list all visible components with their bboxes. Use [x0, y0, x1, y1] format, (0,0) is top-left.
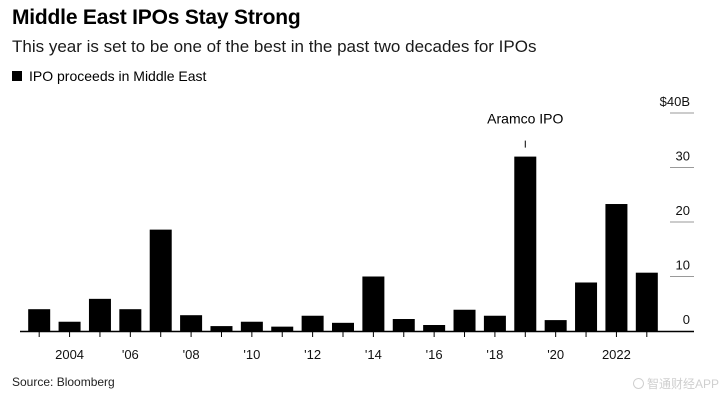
x-tick-label: 2022	[602, 347, 631, 362]
bar	[210, 326, 233, 331]
y-tick-label: 30	[676, 149, 690, 164]
bar	[119, 309, 142, 331]
bar	[483, 315, 506, 331]
x-tick-label: '06	[122, 347, 139, 362]
axes: 0 10 20 30 $40B 2004 '06 '08 '10 '12 '14 '16 '18 '20 2…	[20, 94, 694, 362]
watermark-logo-icon	[632, 378, 644, 389]
y-tick-label: 0	[683, 312, 690, 327]
bar	[301, 315, 324, 331]
bar	[605, 204, 628, 331]
gridlines	[670, 112, 694, 277]
x-tick-label: '18	[486, 347, 503, 362]
bar	[332, 322, 354, 331]
x-tick-label: '14	[365, 347, 382, 362]
legend-swatch	[12, 71, 22, 81]
chart-subtitle: This year is set to be one of the best i…	[12, 37, 537, 56]
watermark: 智通财经APP	[632, 375, 719, 392]
bar	[453, 309, 476, 331]
bar	[240, 321, 263, 331]
bar	[635, 272, 658, 331]
x-tick-label: '10	[243, 347, 260, 362]
bars	[28, 156, 658, 331]
bar	[88, 298, 111, 331]
x-tick-label: '16	[426, 347, 443, 362]
x-tick-label: '08	[183, 347, 200, 362]
legend-label: IPO proceeds in Middle East	[29, 68, 207, 84]
bar	[514, 156, 537, 331]
x-tick-label: 2004	[55, 347, 84, 362]
bar	[362, 276, 385, 331]
watermark-text: 智通财经APP	[646, 377, 719, 391]
source-note: Source: Bloomberg	[12, 375, 115, 389]
bar	[392, 319, 415, 331]
bar	[271, 326, 294, 331]
x-tick-label: '12	[304, 347, 321, 362]
bar	[149, 229, 172, 331]
bar	[28, 309, 51, 331]
legend: IPO proceeds in Middle East	[12, 68, 206, 84]
bar	[58, 321, 81, 331]
bar	[575, 282, 598, 331]
x-tick-label: '20	[547, 347, 564, 362]
y-tick-label: 20	[676, 203, 690, 218]
y-tick-label: $40B	[660, 94, 690, 109]
chart-title: Middle East IPOs Stay Strong	[12, 6, 301, 29]
annotation-label: Aramco IPO	[487, 111, 563, 127]
bar	[180, 315, 203, 331]
bar	[544, 320, 567, 331]
annotations: Aramco IPO	[487, 111, 564, 148]
bar	[423, 325, 446, 331]
y-tick-label: 10	[676, 258, 690, 273]
